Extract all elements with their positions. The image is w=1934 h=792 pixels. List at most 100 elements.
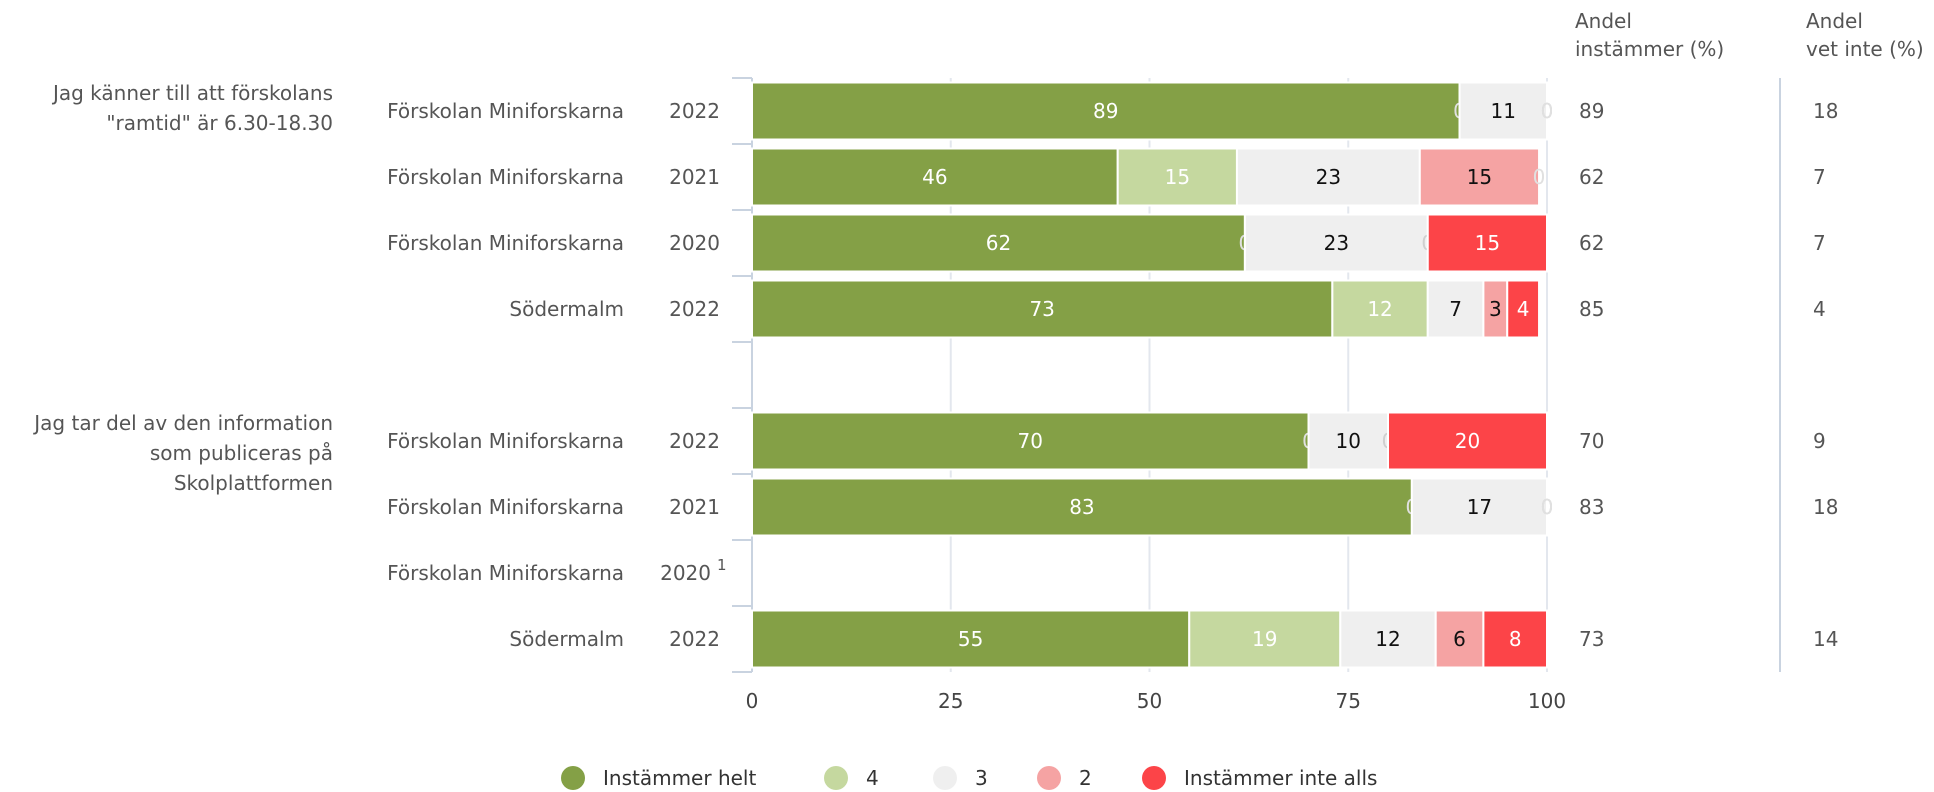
bar-value-label: 4 bbox=[1517, 297, 1530, 321]
bar-value-label: 19 bbox=[1252, 627, 1277, 651]
bar-value-label: 23 bbox=[1316, 165, 1341, 189]
footnote-marker: 1 bbox=[717, 556, 727, 574]
bar-segment bbox=[1243, 213, 1429, 273]
andel-vet-inte-value: 7 bbox=[1813, 165, 1826, 189]
bar-segment bbox=[1235, 147, 1421, 207]
unit-label: Södermalm bbox=[509, 297, 624, 321]
question-label: Jag känner till att förskolans bbox=[51, 81, 333, 105]
bar-segment bbox=[1307, 411, 1389, 471]
question-label: Jag tar del av den information bbox=[32, 411, 333, 435]
legend-label: Instämmer inte alls bbox=[1184, 766, 1377, 790]
bar-value-label: 0 bbox=[1541, 99, 1554, 123]
andel-instammer-value: 85 bbox=[1579, 297, 1604, 321]
legend-marker bbox=[561, 766, 585, 790]
legend-label: 4 bbox=[866, 766, 879, 790]
legend: Instämmer helt 4 3 2 Instämmer inte alls bbox=[561, 766, 1377, 790]
unit-label: Förskolan Miniforskarna bbox=[387, 165, 624, 189]
bar-segment bbox=[1188, 609, 1342, 669]
row-labels: Jag känner till att förskolans "ramtid" ä… bbox=[32, 81, 1838, 651]
year-label: 2022 bbox=[669, 297, 720, 321]
header-andel-vet-inte-line2: vet inte (%) bbox=[1806, 37, 1924, 61]
bar-value-label: 55 bbox=[958, 627, 983, 651]
legend-marker bbox=[824, 766, 848, 790]
year-label: 2022 bbox=[669, 429, 720, 453]
bar-value-label: 62 bbox=[986, 231, 1011, 255]
bar-segment bbox=[1434, 609, 1485, 669]
bar-segment bbox=[1410, 477, 1548, 537]
unit-label: Förskolan Miniforskarna bbox=[387, 99, 624, 123]
bar-value-label: 0 bbox=[1541, 99, 1554, 123]
bar-value-label: 10 bbox=[1336, 429, 1361, 453]
bar-value-label: 70 bbox=[1018, 429, 1043, 453]
year-label: 2021 bbox=[669, 495, 720, 519]
bar-value-label: 23 bbox=[1324, 231, 1349, 255]
andel-vet-inte-value: 4 bbox=[1813, 297, 1826, 321]
bar-value-label: 12 bbox=[1367, 297, 1392, 321]
bar-segment bbox=[1482, 609, 1549, 669]
bar-segment bbox=[1418, 147, 1541, 207]
bar-segment bbox=[1387, 411, 1548, 471]
bar-segment bbox=[751, 279, 1334, 339]
bar-segment bbox=[751, 213, 1246, 273]
andel-vet-inte-value: 7 bbox=[1813, 231, 1826, 255]
bar-value-label: 20 bbox=[1455, 429, 1480, 453]
andel-instammer-value: 62 bbox=[1579, 165, 1604, 189]
unit-label: Förskolan Miniforskarna bbox=[387, 495, 624, 519]
bar-value-label: 3 bbox=[1489, 297, 1502, 321]
year-label: 2022 bbox=[669, 627, 720, 651]
legend-marker bbox=[1142, 766, 1166, 790]
bar-value-label: 46 bbox=[922, 165, 947, 189]
legend-marker bbox=[1037, 766, 1061, 790]
category-axis bbox=[732, 77, 753, 673]
bar-value-label: 15 bbox=[1165, 165, 1190, 189]
bars: 8901100461523150620230157312734700100208… bbox=[751, 81, 1554, 669]
andel-vet-inte-value: 18 bbox=[1813, 495, 1838, 519]
andel-instammer-value: 73 bbox=[1579, 627, 1604, 651]
legend-label: Instämmer helt bbox=[603, 766, 756, 790]
unit-label: Förskolan Miniforskarna bbox=[387, 231, 624, 255]
andel-vet-inte-value: 18 bbox=[1813, 99, 1838, 123]
bar-value-label: 15 bbox=[1475, 231, 1500, 255]
x-tick-label: 75 bbox=[1336, 689, 1361, 713]
legend-label: 3 bbox=[975, 766, 988, 790]
legend-marker bbox=[933, 766, 957, 790]
unit-label: Södermalm bbox=[509, 627, 624, 651]
andel-instammer-value: 89 bbox=[1579, 99, 1604, 123]
bar-value-label: 17 bbox=[1467, 495, 1492, 519]
grid: 0 25 50 75 100 bbox=[746, 78, 1566, 713]
header-andel-instammer-line1: Andel bbox=[1575, 9, 1632, 33]
bar-value-label: 6 bbox=[1453, 627, 1466, 651]
x-tick-label: 0 bbox=[746, 689, 759, 713]
year-label: 2022 bbox=[669, 99, 720, 123]
bar-segment bbox=[751, 477, 1413, 537]
andel-instammer-value: 70 bbox=[1579, 429, 1604, 453]
bar-value-label: 8 bbox=[1509, 627, 1522, 651]
andel-instammer-value: 62 bbox=[1579, 231, 1604, 255]
andel-vet-inte-value: 14 bbox=[1813, 627, 1838, 651]
bar-segment bbox=[751, 609, 1191, 669]
bar-segment bbox=[1506, 279, 1541, 339]
bar-segment bbox=[751, 81, 1461, 141]
bar-segment bbox=[1339, 609, 1437, 669]
header-andel-instammer-line2: instämmer (%) bbox=[1575, 37, 1724, 61]
unit-label: Förskolan Miniforskarna bbox=[387, 429, 624, 453]
bar-value-label: 11 bbox=[1491, 99, 1516, 123]
bar-value-label: 0 bbox=[1541, 495, 1554, 519]
question-label: "ramtid" är 6.30-18.30 bbox=[106, 111, 333, 135]
bar-segment bbox=[751, 147, 1119, 207]
year-label: 2020 bbox=[669, 231, 720, 255]
bar-segment bbox=[1426, 213, 1548, 273]
bar-value-label: 73 bbox=[1029, 297, 1054, 321]
bar-value-label: 0 bbox=[1541, 495, 1554, 519]
bar-value-label: 7 bbox=[1449, 297, 1462, 321]
bar-value-label: 83 bbox=[1069, 495, 1094, 519]
x-tick-label: 100 bbox=[1528, 689, 1566, 713]
question-label: som publiceras på bbox=[150, 441, 333, 465]
unit-label: Förskolan Miniforskarna bbox=[387, 561, 624, 585]
year-label: 2020 bbox=[660, 561, 711, 585]
year-label: 2021 bbox=[669, 165, 720, 189]
bar-value-label: 12 bbox=[1375, 627, 1400, 651]
andel-instammer-value: 83 bbox=[1579, 495, 1604, 519]
bar-segment bbox=[1426, 279, 1485, 339]
x-tick-label: 50 bbox=[1137, 689, 1162, 713]
